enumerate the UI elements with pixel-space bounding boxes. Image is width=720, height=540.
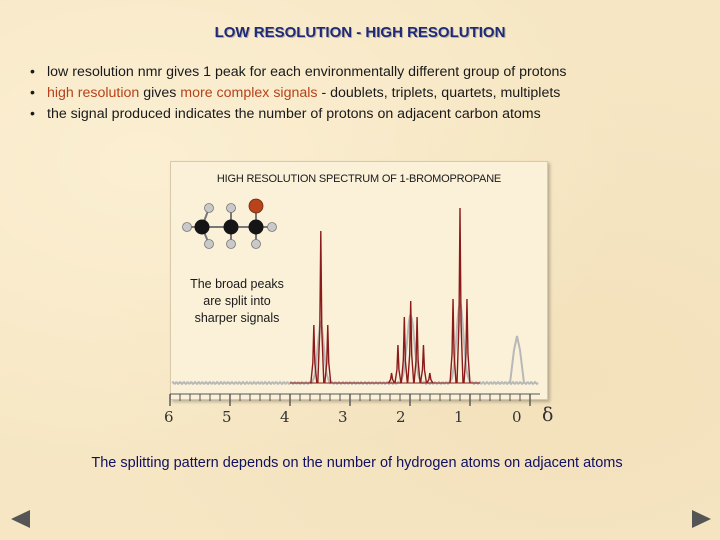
bullet-adjacent-protons: the signal produced indicates the number…: [30, 104, 566, 125]
spectrum-panel: HIGH RESOLUTION SPECTRUM OF 1-BROMOPROPA…: [170, 161, 548, 400]
axis-tick-label-1: 1: [454, 408, 464, 426]
delta-symbol: δ: [542, 404, 554, 426]
triangle-right-icon[interactable]: [692, 510, 711, 528]
axis-tick-label-6: 6: [164, 408, 174, 426]
highlight-high-resolution: high resolution: [47, 85, 140, 101]
axis-tick-label-3: 3: [338, 408, 348, 426]
axis-tick-label-2: 2: [396, 408, 406, 426]
spectrum-callout: The broad peaks are split into sharper s…: [190, 277, 284, 325]
footer-note: The splitting pattern depends on the num…: [91, 455, 623, 471]
low-resolution-trace: [171, 300, 539, 386]
bromopropane-molecule-icon: [182, 198, 277, 249]
spectrum-title: HIGH RESOLUTION SPECTRUM OF 1-BROMOPROPA…: [216, 173, 502, 185]
bullet-high-resolution: high resolution gives more complex signa…: [30, 83, 566, 104]
bullet-low-resolution: low resolution nmr gives 1 peak for each…: [30, 62, 566, 83]
triangle-left-icon[interactable]: [11, 510, 30, 528]
high-resolution-trace: [290, 207, 480, 384]
axis-tick-label-5: 5: [222, 408, 232, 426]
delta-axis: [169, 393, 540, 406]
bullet-list: low resolution nmr gives 1 peak for each…: [30, 62, 566, 125]
axis-tick-label-0: 0: [512, 408, 522, 426]
slide-title: LOW RESOLUTION - HIGH RESOLUTION: [214, 24, 506, 41]
highlight-complex-signals: more complex signals: [180, 85, 318, 101]
axis-tick-label-4: 4: [280, 408, 290, 426]
